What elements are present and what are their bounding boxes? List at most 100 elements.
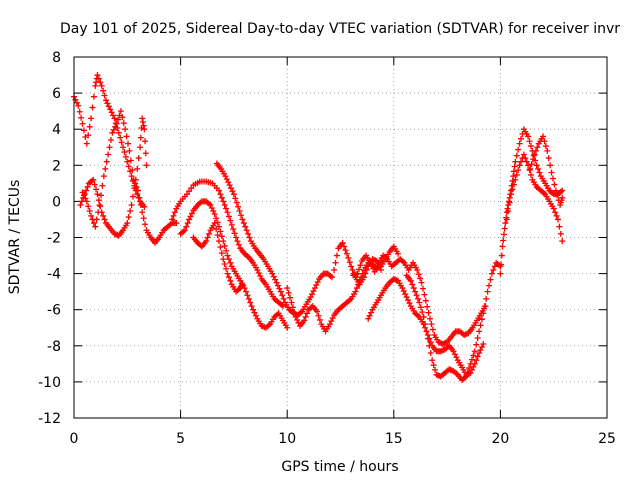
data-point — [500, 237, 507, 244]
data-point — [451, 351, 458, 358]
data-point — [221, 260, 228, 267]
data-point — [466, 365, 473, 372]
series-arc-b — [77, 115, 150, 239]
data-point — [76, 108, 83, 115]
data-point — [235, 241, 242, 248]
data-point — [142, 150, 149, 157]
data-point — [518, 135, 525, 142]
data-point — [429, 326, 436, 333]
data-point — [559, 187, 566, 194]
data-point — [516, 162, 523, 169]
data-point — [245, 295, 252, 302]
data-point — [499, 243, 506, 250]
data-point — [117, 134, 124, 141]
x-tick-label: 0 — [70, 431, 79, 447]
data-point — [123, 133, 130, 140]
data-point — [480, 340, 487, 347]
data-point — [83, 198, 90, 205]
data-point — [284, 285, 291, 292]
data-point — [227, 259, 234, 266]
data-point — [497, 270, 504, 277]
data-point — [247, 299, 254, 306]
data-point — [503, 209, 510, 216]
data-point — [128, 173, 135, 180]
data-point — [181, 227, 188, 234]
data-point — [139, 115, 146, 122]
data-point — [419, 285, 426, 292]
series-arc-e — [177, 198, 291, 331]
data-point — [274, 282, 281, 289]
data-point — [523, 158, 530, 165]
data-point — [94, 191, 101, 198]
y-axis-label: SDTVAR / TECUs — [7, 180, 23, 295]
data-point — [125, 140, 132, 147]
data-point — [367, 259, 374, 266]
data-point — [526, 167, 533, 174]
data-point — [427, 339, 434, 346]
series-arc-c — [79, 108, 180, 246]
data-point — [220, 256, 227, 263]
y-tick-label: 6 — [52, 86, 61, 102]
data-point — [230, 191, 237, 198]
data-point — [554, 216, 561, 223]
data-point — [291, 309, 298, 316]
data-point — [110, 112, 117, 119]
data-point — [470, 363, 477, 370]
x-tick-labels: 0 5 10 15 20 25 — [70, 431, 616, 447]
data-point — [269, 270, 276, 277]
data-point — [453, 354, 460, 361]
data-point — [226, 182, 233, 189]
data-point — [100, 212, 107, 219]
data-point — [107, 106, 114, 113]
data-point — [307, 294, 314, 301]
data-point — [280, 295, 287, 302]
data-point — [95, 209, 102, 216]
data-point — [511, 163, 518, 170]
data-point — [80, 192, 87, 199]
data-point — [506, 199, 513, 206]
data-point — [113, 120, 120, 127]
data-point — [72, 96, 79, 103]
data-point — [405, 297, 412, 304]
data-point — [221, 202, 228, 209]
series-arc-f — [190, 220, 246, 295]
data-point — [490, 266, 497, 273]
y-tick-label: -4 — [47, 267, 61, 283]
data-point — [90, 176, 97, 183]
data-point — [213, 226, 220, 233]
data-point — [103, 158, 110, 165]
data-point — [169, 216, 176, 223]
data-point — [343, 250, 350, 257]
data-point — [211, 211, 218, 218]
data-point — [227, 217, 234, 224]
data-point — [139, 118, 146, 125]
data-point — [75, 102, 82, 109]
data-point — [505, 198, 512, 205]
data-point — [473, 341, 480, 348]
data-point — [141, 203, 148, 210]
data-point — [125, 214, 132, 221]
data-point — [502, 220, 509, 227]
data-point — [83, 187, 90, 194]
data-point — [288, 299, 295, 306]
data-point — [501, 225, 508, 232]
data-point — [513, 171, 520, 178]
data-point — [510, 173, 517, 180]
data-point — [554, 192, 561, 199]
data-point — [552, 187, 559, 194]
data-point — [277, 288, 284, 295]
data-point — [239, 281, 246, 288]
data-point — [227, 277, 234, 284]
data-point — [378, 266, 385, 273]
data-point — [509, 177, 516, 184]
data-point — [273, 279, 280, 286]
data-point — [98, 82, 105, 89]
y-tick-label: -8 — [47, 339, 61, 355]
data-point — [84, 183, 91, 190]
data-point — [414, 295, 421, 302]
data-point — [208, 205, 215, 212]
data-point — [417, 275, 424, 282]
data-point — [184, 220, 191, 227]
data-point — [218, 250, 225, 257]
data-point — [478, 316, 485, 323]
